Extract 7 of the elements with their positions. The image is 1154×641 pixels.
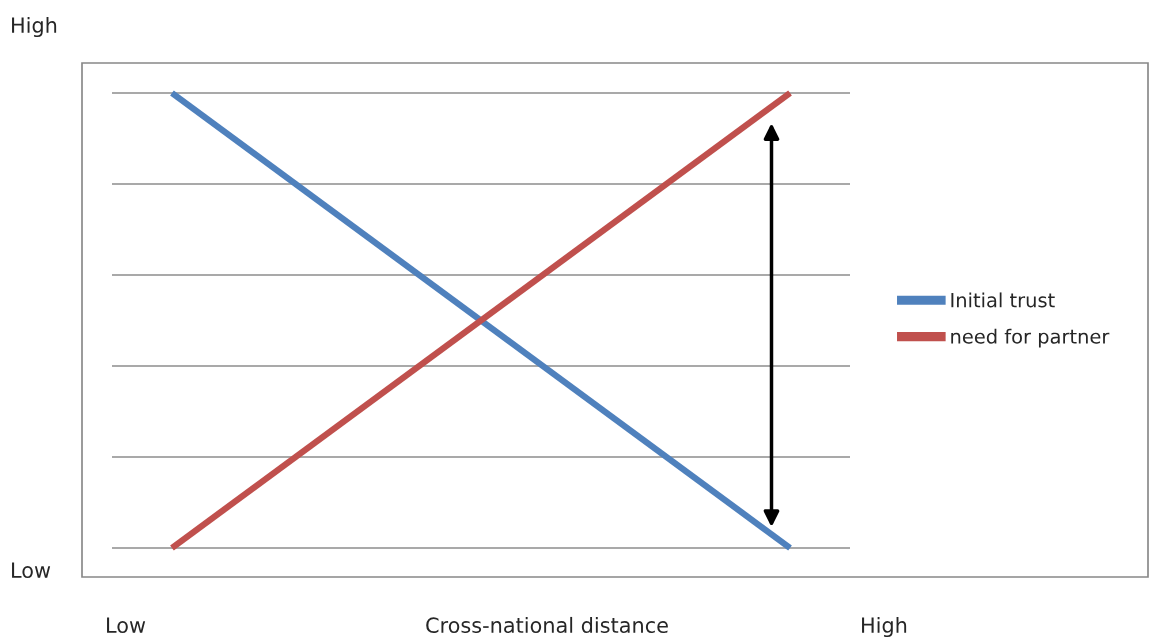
text: Low — [107, 617, 146, 634]
text: Cross-national distance — [426, 616, 668, 634]
legend-label: need for partner — [951, 328, 1110, 348]
text: High — [862, 616, 907, 638]
text: High — [12, 16, 57, 38]
text: Low — [12, 562, 51, 579]
legend-label: Initial trust — [951, 292, 1055, 308]
